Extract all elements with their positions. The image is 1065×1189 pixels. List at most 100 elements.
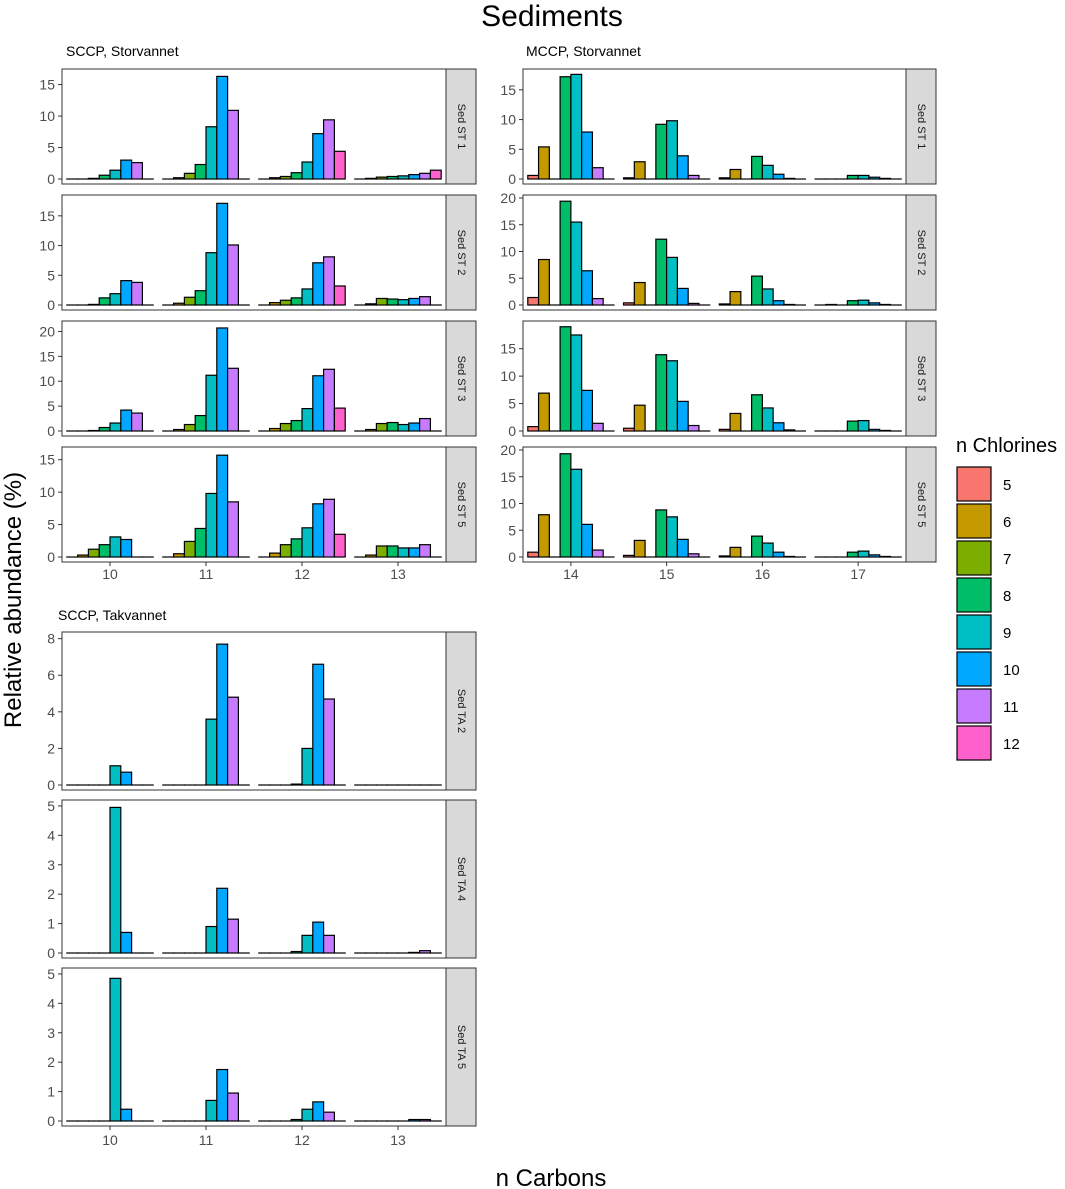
panel-frame — [61, 68, 447, 185]
bar — [216, 75, 229, 180]
bar — [333, 407, 346, 432]
strip-label: Sed ST 3 — [915, 356, 927, 402]
bar — [120, 771, 133, 786]
legend-label: 5 — [1003, 477, 1011, 494]
bar — [120, 931, 133, 954]
group-title: SCCP, Storvannet — [66, 43, 179, 59]
strip-box — [445, 799, 477, 959]
panel-frame — [61, 631, 447, 791]
bar — [633, 281, 646, 306]
y-tick-label: 0 — [47, 171, 55, 187]
strip-box — [905, 320, 937, 437]
bar — [676, 287, 689, 306]
legend-key — [956, 688, 992, 724]
x-tick-label: 11 — [199, 566, 214, 582]
bar — [687, 553, 700, 558]
legend-label: 10 — [1003, 662, 1020, 679]
facet-panel: Sed ST 5 0 5 10 15 — [39, 446, 477, 565]
bar — [676, 400, 689, 432]
bar — [301, 408, 314, 432]
y-tick-label: 0 — [508, 549, 516, 565]
legend-label: 8 — [1003, 588, 1011, 605]
bar — [687, 302, 700, 306]
bar — [751, 394, 763, 432]
bar — [365, 428, 378, 432]
strip-box — [905, 446, 937, 563]
bar — [581, 389, 594, 432]
bar — [131, 412, 144, 432]
bar — [429, 169, 442, 180]
y-tick-label: 15 — [500, 341, 516, 357]
bar — [868, 302, 881, 306]
bar — [581, 270, 594, 306]
bar — [879, 555, 892, 558]
bar — [323, 934, 336, 954]
bar — [751, 155, 763, 180]
strip-label: Sed TA 2 — [455, 689, 467, 733]
bar — [408, 422, 421, 432]
bar — [227, 109, 240, 180]
bar — [109, 536, 122, 558]
bar — [323, 1111, 336, 1122]
bar — [868, 176, 881, 180]
bar — [323, 256, 336, 306]
bar — [290, 783, 303, 786]
y-tick-label: 6 — [47, 667, 55, 683]
facet-panel: Sed TA 4 0 1 2 3 4 5 — [47, 798, 477, 961]
bar — [227, 1092, 240, 1122]
bar — [718, 303, 731, 306]
y-tick-label: 0 — [47, 297, 55, 313]
bar — [846, 420, 859, 432]
bar — [687, 174, 700, 180]
facet-panel: Sed ST 2 0 5 10 15 20 — [500, 190, 937, 313]
bar — [216, 887, 229, 954]
y-tick-label: 5 — [508, 396, 516, 412]
strip-label: Sed TA 5 — [455, 1025, 467, 1069]
bar — [386, 298, 399, 306]
facet-panel: Sed ST 2 0 5 10 15 — [39, 194, 477, 313]
bar — [857, 299, 870, 306]
bar — [676, 155, 689, 180]
y-tick-label: 5 — [47, 517, 55, 533]
legend-label: 11 — [1003, 699, 1019, 716]
x-tick-label: 10 — [102, 1132, 118, 1148]
bar — [408, 173, 421, 180]
bar — [729, 412, 742, 432]
bar — [269, 177, 282, 180]
bar — [312, 133, 325, 180]
y-tick-label: 0 — [47, 549, 55, 565]
bar — [570, 221, 583, 306]
bar — [173, 428, 186, 432]
bar — [109, 765, 122, 786]
y-tick-label: 2 — [47, 1054, 55, 1070]
bar — [622, 177, 635, 180]
strip-label: Sed ST 3 — [455, 356, 467, 402]
chart-group: MCCP, Storvannet Sed ST 1 0 5 10 15 Sed ST 2 0 5… — [500, 43, 937, 582]
strip-box — [445, 967, 477, 1127]
y-tick-label: 20 — [500, 442, 516, 458]
bar — [98, 544, 111, 558]
bar — [687, 424, 700, 432]
bar — [857, 419, 870, 432]
bar — [386, 545, 399, 558]
bar — [183, 423, 196, 432]
group-title: MCCP, Storvannet — [526, 43, 641, 59]
y-tick-label: 5 — [47, 267, 55, 283]
x-tick-label: 12 — [294, 566, 310, 582]
bar — [227, 367, 240, 432]
y-tick-label: 4 — [47, 995, 55, 1011]
facet-panel: Sed ST 3 0 5 10 15 — [500, 320, 937, 439]
x-tick-label: 12 — [294, 1132, 310, 1148]
y-tick-label: 5 — [47, 398, 55, 414]
y-tick-label: 10 — [39, 238, 55, 254]
bar — [227, 918, 240, 954]
legend-key — [956, 540, 992, 576]
y-tick-label: 20 — [39, 323, 55, 339]
bar — [783, 177, 796, 180]
x-axis-label: n Carbons — [496, 1165, 607, 1189]
legend-label: 7 — [1003, 551, 1011, 568]
bar — [857, 550, 870, 558]
bar — [772, 551, 785, 558]
